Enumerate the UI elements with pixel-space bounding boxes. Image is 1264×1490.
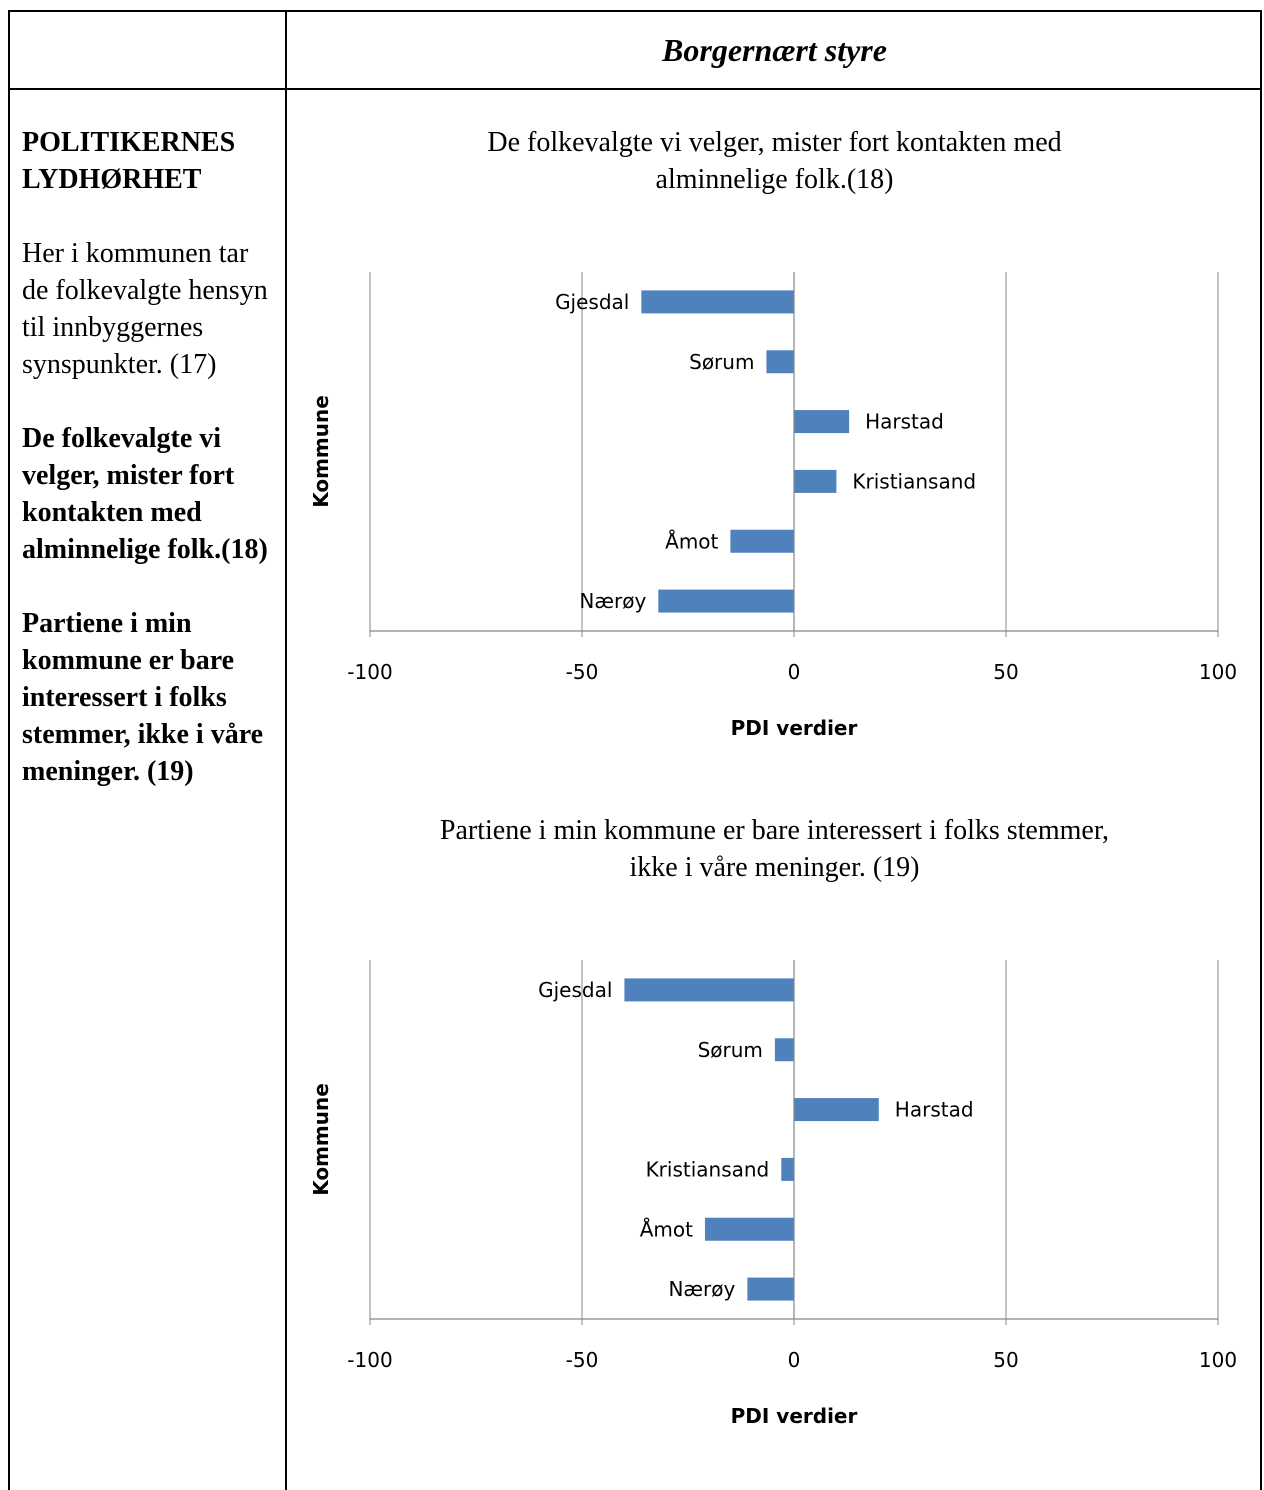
x-tick-label: 100 (1199, 1348, 1237, 1372)
x-tick-label: -100 (347, 1348, 392, 1372)
bar-nærøy (747, 1277, 794, 1301)
chart-2-title-line-1: Partiene i min kommune er bare interesse… (439, 815, 1110, 846)
category-label: Nærøy (668, 1277, 735, 1301)
bar-harstad (794, 1098, 879, 1122)
bar-gjesdal (624, 978, 794, 1002)
question-18: De folkevalgte vi velger, mister fort ko… (22, 423, 268, 565)
bar-åmot (704, 1217, 794, 1241)
x-tick-label: 50 (993, 660, 1018, 684)
category-label: Sørum (698, 1038, 763, 1062)
section-heading: POLITIKERNES LYDHØRHET (22, 127, 236, 195)
category-label: Sørum (689, 350, 754, 374)
category-label: Gjesdal (555, 290, 629, 314)
bar-sørum (766, 350, 794, 374)
y-axis-title: Kommune (309, 1083, 333, 1196)
category-label: Åmot (665, 529, 718, 553)
x-tick-label: -50 (566, 1348, 599, 1372)
x-tick-label: -50 (566, 660, 599, 684)
category-label: Kristiansand (646, 1157, 770, 1181)
left-column: POLITIKERNES LYDHØRHET Her i kommunen ta… (22, 124, 277, 790)
table-border-left (8, 10, 10, 1490)
question-19: Partiene i min kommune er bare interesse… (22, 608, 264, 787)
category-label: Harstad (895, 1098, 974, 1122)
bar-harstad (794, 410, 850, 434)
x-tick-label: 0 (788, 660, 801, 684)
category-label: Kristiansand (852, 469, 976, 493)
chart-1-title: De folkevalgte vi velger, mister fort ko… (287, 124, 1262, 198)
bar-åmot (730, 529, 794, 553)
chart-2-title-line-2: ikke i våre meninger. (19) (629, 852, 920, 883)
chart-2-title: Partiene i min kommune er bare interesse… (287, 812, 1262, 886)
bar-nærøy (658, 589, 794, 613)
table-border-top (8, 10, 1262, 12)
table-border-right (1260, 10, 1262, 1490)
bar-kristiansand (794, 469, 837, 493)
bar-sørum (774, 1038, 794, 1062)
bar-kristiansand (781, 1157, 794, 1181)
x-axis-title: PDI verdier (731, 1404, 858, 1428)
page-title: Borgernært styre (662, 32, 887, 68)
category-label: Åmot (640, 1217, 693, 1241)
x-tick-label: 0 (788, 1348, 801, 1372)
category-label: Gjesdal (538, 978, 612, 1002)
x-tick-label: 50 (993, 1348, 1018, 1372)
x-axis-title: PDI verdier (731, 716, 858, 740)
table-header-divider (8, 88, 1262, 90)
x-tick-label: -100 (347, 660, 392, 684)
chart-1-title-line-1: De folkevalgte vi velger, mister fort ko… (487, 127, 1062, 158)
chart-2: -100 -50 0 50 100 Gjesdal Sørum Harstad Kristian… (309, 960, 1237, 1428)
question-17: Her i kommunen tar de folkevalgte hensyn… (22, 238, 268, 380)
chart-1: -100 -50 0 50 100 Gjesdal Sørum Harstad Kristian… (309, 272, 1237, 740)
x-tick-label: 100 (1199, 660, 1237, 684)
bar-gjesdal (641, 290, 794, 314)
table-column-divider (285, 10, 287, 1490)
y-axis-title: Kommune (309, 395, 333, 508)
category-label: Nærøy (579, 589, 646, 613)
category-label: Harstad (865, 410, 944, 434)
chart-1-title-line-2: alminnelige folk.(18) (655, 164, 894, 195)
